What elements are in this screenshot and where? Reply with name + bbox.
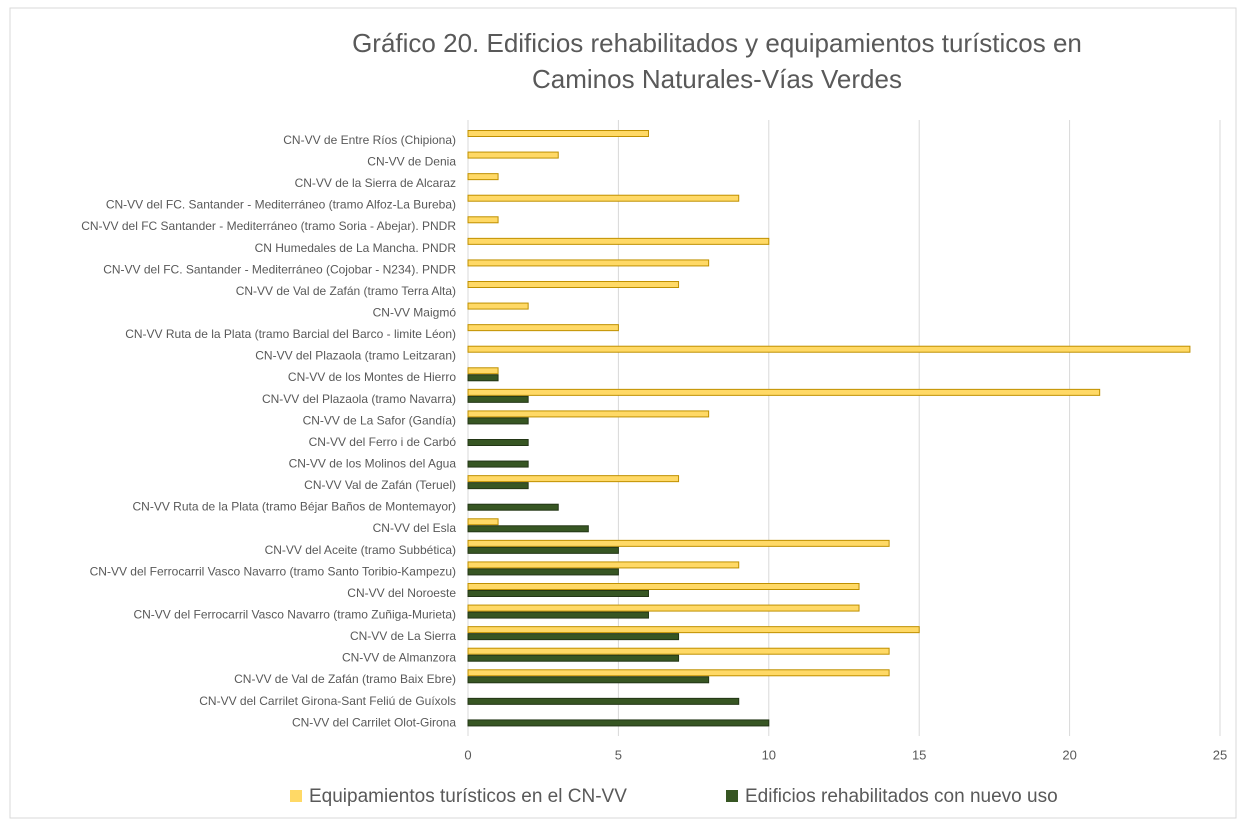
bar <box>467 611 649 619</box>
y-tick-label: CN-VV de La Safor (Gandía) <box>303 413 456 427</box>
bar <box>467 388 1101 396</box>
x-tick-label: 15 <box>912 747 926 762</box>
legend-label: Edificios rehabilitados con nuevo uso <box>745 786 1058 807</box>
bar <box>467 568 619 576</box>
y-tick-label: CN-VV de Val de Zafán (tramo Baix Ebre) <box>234 672 456 686</box>
bar <box>467 324 619 332</box>
y-tick-label: CN-VV de Denia <box>367 155 456 169</box>
bar <box>467 281 680 288</box>
y-tick-label: CN-VV del FC Santander - Mediterráneo (t… <box>81 219 456 233</box>
y-tick-label: CN-VV del Noroeste <box>347 586 456 600</box>
y-tick-label: CN-VV de Val de Zafán (tramo Terra Alta) <box>236 284 456 298</box>
y-tick-label: CN-VV de Entre Ríos (Chipiona) <box>283 133 456 147</box>
y-tick-label: CN-VV del Ferro i de Carbó <box>309 435 457 449</box>
y-tick-label: CN-VV Maigmó <box>373 306 457 320</box>
bar <box>467 604 860 612</box>
bar <box>467 654 680 662</box>
legend-swatch <box>726 790 738 802</box>
y-tick-label: CN-VV de Almanzora <box>342 651 456 665</box>
bar <box>467 482 529 490</box>
bar <box>467 719 770 727</box>
y-tick-label: CN-VV del Carrilet Olot-Girona <box>292 715 456 729</box>
y-tick-label: CN-VV de la Sierra de Alcaraz <box>295 176 456 190</box>
bar <box>467 374 499 382</box>
y-tick-label: CN-VV del FC. Santander - Mediterráneo (… <box>103 262 456 276</box>
y-tick-label: CN-VV Ruta de la Plata (tramo Barcial de… <box>125 327 456 341</box>
bar <box>467 173 499 181</box>
y-tick-label: CN-VV de los Molinos del Agua <box>289 457 457 471</box>
bar <box>467 151 559 159</box>
y-tick-label: CN-VV del Ferrocarril Vasco Navarro (tra… <box>133 608 456 622</box>
chart-title: Caminos Naturales-Vías Verdes <box>532 64 902 94</box>
y-tick-label: CN-VV del Esla <box>373 521 457 535</box>
x-tick-label: 5 <box>615 747 622 762</box>
y-tick-label: CN-VV Ruta de la Plata (tramo Béjar Baño… <box>133 500 456 514</box>
bar <box>467 697 740 705</box>
y-tick-label: CN-VV de los Montes de Hierro <box>288 370 456 384</box>
y-tick-label: CN-VV del Plazaola (tramo Navarra) <box>262 392 456 406</box>
bar <box>467 503 559 511</box>
bar <box>467 194 740 202</box>
bar <box>467 302 529 310</box>
bar <box>467 410 710 418</box>
x-tick-label: 0 <box>464 747 471 762</box>
bar <box>467 669 890 677</box>
bar <box>467 583 860 590</box>
bar <box>467 561 740 569</box>
bar <box>467 475 680 483</box>
bar <box>467 518 499 526</box>
bar <box>467 676 710 684</box>
x-tick-label: 20 <box>1062 747 1076 762</box>
y-tick-label: CN-VV del Plazaola (tramo Leitzaran) <box>255 349 456 363</box>
bar <box>467 539 890 547</box>
bar <box>467 590 649 597</box>
legend-label: Equipamientos turísticos en el CN-VV <box>309 786 627 807</box>
legend-swatch <box>290 790 302 802</box>
bar <box>467 546 619 554</box>
y-tick-label: CN-VV del Ferrocarril Vasco Navarro (tra… <box>90 564 456 578</box>
bar <box>467 216 499 224</box>
bar <box>467 367 499 375</box>
y-tick-label: CN-VV del Carrilet Girona-Sant Feliú de … <box>199 694 456 708</box>
chart-title: Gráfico 20. Edificios rehabilitados y eq… <box>352 28 1082 58</box>
y-tick-label: CN-VV Val de Zafán (Teruel) <box>304 478 456 492</box>
y-tick-label: CN-VV de La Sierra <box>350 629 456 643</box>
x-tick-label: 25 <box>1213 747 1227 762</box>
y-tick-label: CN-VV del FC. Santander - Mediterráneo (… <box>106 198 456 212</box>
bar <box>467 259 710 267</box>
bar <box>467 395 529 403</box>
y-tick-label: CN-VV del Aceite (tramo Subbética) <box>265 543 456 557</box>
bar <box>467 633 680 641</box>
bar <box>467 345 1191 353</box>
bar <box>467 525 589 533</box>
bar <box>467 130 649 137</box>
bar <box>467 626 920 634</box>
bar <box>467 417 529 425</box>
bar <box>467 237 770 245</box>
x-tick-label: 10 <box>762 747 776 762</box>
bar <box>467 439 529 446</box>
bar <box>467 647 890 655</box>
bar <box>467 460 529 468</box>
y-tick-label: CN Humedales de La Mancha. PNDR <box>255 241 457 255</box>
